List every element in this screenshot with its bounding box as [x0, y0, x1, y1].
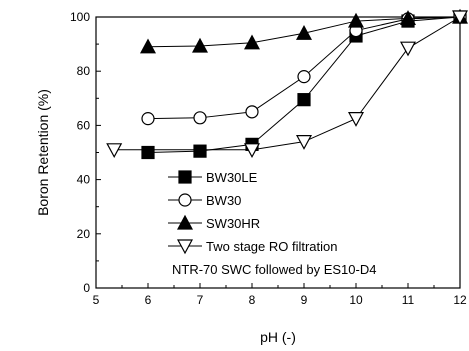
y-tick-label: 20: [77, 227, 91, 241]
data-point: [141, 112, 155, 126]
x-axis-ticks: 5 6 7 8 9 10 11 12: [93, 283, 467, 307]
data-point: [193, 111, 207, 125]
x-tick-label: 12: [453, 293, 467, 307]
x-tick-label: 9: [301, 293, 308, 307]
data-point: [451, 10, 469, 26]
legend-entry-sw30hr: SW30HR: [206, 216, 260, 231]
y-tick-label: 100: [70, 10, 90, 24]
data-point: [347, 112, 365, 127]
y-tick-label: 80: [77, 64, 91, 78]
legend-entry-two-stage-ro: Two stage RO filtration: [206, 239, 338, 254]
data-point: [399, 10, 417, 25]
legend-marker: [176, 239, 194, 255]
data-point: [295, 135, 313, 150]
data-point: [106, 143, 123, 159]
legend-entry-bw30le: BW30LE: [206, 170, 258, 185]
legend-marker: [178, 193, 192, 207]
data-point: [245, 105, 259, 119]
data-point: [243, 143, 261, 159]
y-tick-label: 40: [77, 173, 91, 187]
legend: BW30LE BW30 SW30HR Two stage RO filtrati…: [168, 170, 376, 277]
y-tick-label: 0: [83, 281, 90, 295]
legend-entry-bw30: BW30: [206, 193, 241, 208]
x-axis-label: pH (-): [260, 329, 296, 345]
y-tick-label: 60: [77, 118, 91, 132]
legend-marker: [178, 170, 192, 184]
chart-annotation: NTR-70 SWC followed by ES10-D4: [172, 262, 376, 277]
x-tick-label: 7: [197, 293, 204, 307]
data-point: [297, 93, 311, 107]
x-tick-label: 8: [249, 293, 256, 307]
data-point: [243, 34, 261, 50]
data-point: [193, 144, 207, 158]
data-point: [297, 70, 311, 84]
data-point: [191, 37, 209, 53]
series-layer: [106, 8, 469, 160]
data-point: [139, 38, 157, 54]
x-tick-label: 6: [145, 293, 152, 307]
x-tick-label: 10: [349, 293, 363, 307]
y-axis-label: Boron Retention (%): [35, 89, 51, 216]
series-line: [114, 16, 461, 151]
x-tick-label: 5: [93, 293, 100, 307]
y-axis-ticks: 0 20 40 60 80 100: [70, 10, 101, 295]
series-3: [106, 10, 469, 159]
legend-marker: [176, 214, 194, 230]
data-point: [347, 12, 365, 28]
data-point: [399, 41, 417, 57]
data-point: [141, 145, 155, 160]
x-tick-label: 11: [402, 293, 415, 307]
data-point: [295, 24, 313, 40]
